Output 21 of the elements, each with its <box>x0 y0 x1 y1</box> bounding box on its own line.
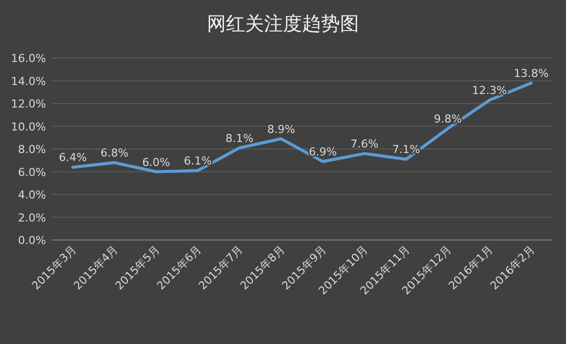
y-tick-label: 10.0% <box>11 120 46 134</box>
data-label: 7.6% <box>350 138 378 151</box>
data-label: 6.4% <box>58 151 87 164</box>
data-label: 8.1% <box>226 132 254 145</box>
data-label: 12.3% <box>472 84 507 98</box>
chart-title: 网红关注度趋势图 <box>207 13 359 35</box>
y-tick-label: 4.0% <box>18 188 46 202</box>
data-label: 6.1% <box>184 154 212 168</box>
data-label: 6.8% <box>100 146 128 160</box>
data-label: 9.8% <box>434 112 462 126</box>
y-tick-label: 16.0% <box>11 52 46 65</box>
y-tick-label: 12.0% <box>11 98 46 110</box>
data-label: 6.0% <box>142 156 170 169</box>
data-label: 8.9% <box>267 122 296 136</box>
y-tick-label: 14.0% <box>11 74 46 88</box>
data-label: 13.8% <box>514 67 549 80</box>
y-tick-label: 2.0% <box>18 211 46 224</box>
y-tick-label: 8.0% <box>18 143 46 156</box>
y-tick-label: 0.0% <box>18 234 46 247</box>
data-label: 6.9% <box>308 146 337 159</box>
y-tick-label: 6.0% <box>18 166 46 179</box>
